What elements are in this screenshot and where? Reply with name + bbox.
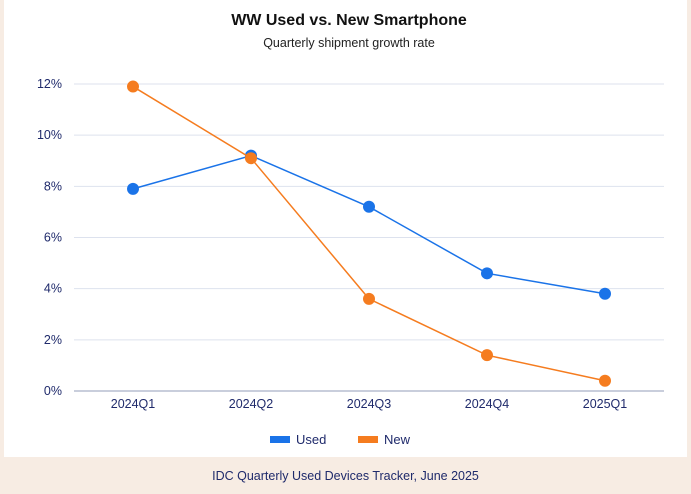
chart-svg: WW Used vs. New Smartphone Quarterly shi… <box>37 12 664 447</box>
y-tick-label: 10% <box>37 128 62 142</box>
legend-swatch-new <box>358 436 378 443</box>
y-tick-label: 4% <box>44 282 62 296</box>
legend: Used New <box>270 432 411 447</box>
x-axis-tick-labels: 2024Q1 2024Q2 2024Q3 2024Q4 2025Q1 <box>111 397 628 411</box>
chart-subtitle: Quarterly shipment growth rate <box>263 36 435 50</box>
x-tick-label: 2024Q2 <box>229 397 274 411</box>
y-tick-label: 12% <box>37 77 62 91</box>
x-tick-label: 2025Q1 <box>583 397 628 411</box>
chart-title: WW Used vs. New Smartphone <box>231 12 467 29</box>
data-point-used <box>127 182 139 195</box>
y-axis-tick-labels: 0% 2% 4% 6% 8% 10% 12% <box>37 77 62 398</box>
series-line-new <box>132 85 606 382</box>
x-tick-label: 2024Q3 <box>347 397 392 411</box>
series-lines <box>127 80 611 387</box>
data-point-used <box>599 287 611 300</box>
gridlines <box>74 83 664 392</box>
data-point-new <box>245 152 257 165</box>
series-used <box>127 149 611 300</box>
x-tick-label: 2024Q4 <box>465 397 510 411</box>
y-tick-label: 8% <box>44 179 62 193</box>
data-point-used <box>363 200 375 213</box>
y-tick-label: 6% <box>44 231 62 245</box>
legend-swatch-used <box>270 436 290 443</box>
chart-card: WW Used vs. New Smartphone Quarterly shi… <box>4 0 687 457</box>
source-footer: IDC Quarterly Used Devices Tracker, June… <box>212 468 479 483</box>
data-point-new <box>481 349 493 362</box>
data-point-used <box>481 267 493 280</box>
data-point-new <box>363 292 375 305</box>
legend-label-used: Used <box>296 432 326 447</box>
series-new <box>127 80 611 387</box>
data-point-new <box>127 80 139 93</box>
data-point-new <box>599 374 611 387</box>
y-tick-label: 0% <box>44 384 62 398</box>
y-tick-label: 2% <box>44 333 62 347</box>
legend-label-new: New <box>384 432 411 447</box>
x-tick-label: 2024Q1 <box>111 397 156 411</box>
series-line-used <box>132 154 606 295</box>
